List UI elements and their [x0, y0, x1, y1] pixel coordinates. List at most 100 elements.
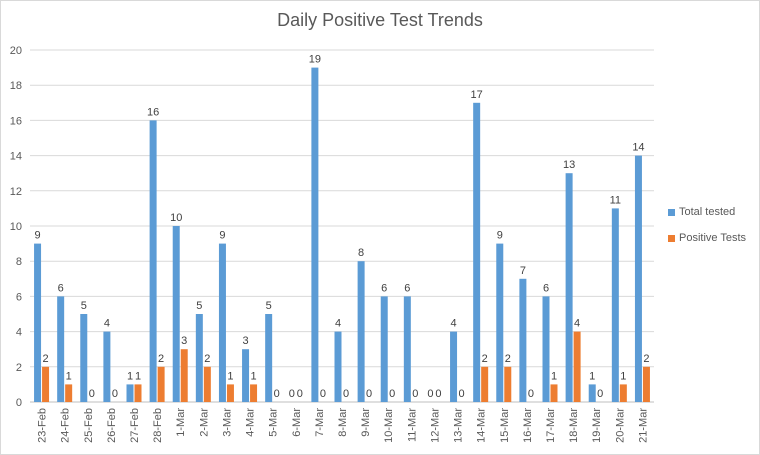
x-tick-label: 25-Feb — [83, 408, 95, 443]
data-label: 0 — [435, 388, 441, 400]
x-tick-label: 14-Mar — [476, 408, 488, 443]
data-label: 0 — [597, 388, 603, 400]
bar — [642, 366, 650, 402]
x-tick-label: 8-Mar — [337, 408, 349, 437]
data-label: 2 — [158, 353, 164, 365]
y-tick-label: 14 — [10, 151, 22, 163]
x-tick-label: 18-Mar — [568, 408, 580, 443]
bar — [42, 366, 50, 402]
x-tick-label: 21-Mar — [637, 408, 649, 443]
y-tick-label: 8 — [16, 256, 22, 268]
data-label: 1 — [589, 370, 595, 382]
bar — [496, 243, 504, 402]
bar — [380, 296, 388, 402]
data-label: 1 — [127, 370, 133, 382]
x-tick-label: 27-Feb — [129, 408, 141, 443]
bar — [311, 67, 319, 402]
data-label: 13 — [563, 159, 575, 171]
x-tick-label: 10-Mar — [383, 408, 395, 443]
bar — [542, 296, 550, 402]
x-tick-label: 28-Feb — [152, 408, 164, 443]
bar — [34, 243, 42, 402]
y-tick-label: 0 — [16, 397, 22, 409]
data-label: 3 — [181, 335, 187, 347]
data-label: 1 — [135, 370, 141, 382]
data-label: 2 — [643, 353, 649, 365]
bar — [334, 331, 342, 402]
data-label: 6 — [58, 282, 64, 294]
data-label: 8 — [358, 247, 364, 259]
data-label: 1 — [620, 370, 626, 382]
data-label: 11 — [610, 194, 621, 206]
x-tick-label: 3-Mar — [221, 408, 233, 437]
bar — [357, 261, 365, 402]
data-label: 1 — [66, 370, 72, 382]
x-tick-label: 6-Mar — [291, 408, 303, 437]
bar — [180, 349, 188, 402]
bar — [103, 331, 111, 402]
data-label: 6 — [381, 282, 387, 294]
data-label: 2 — [482, 353, 488, 365]
bar — [481, 366, 489, 402]
data-label: 3 — [242, 335, 248, 347]
bar — [265, 314, 273, 402]
data-label: 9 — [219, 230, 225, 242]
bar — [519, 278, 527, 402]
x-tick-label: 4-Mar — [245, 408, 257, 437]
data-label: 0 — [389, 388, 395, 400]
y-tick-label: 2 — [16, 362, 22, 374]
y-tick-label: 10 — [10, 221, 22, 233]
bar — [450, 331, 458, 402]
y-tick-label: 20 — [10, 45, 22, 57]
bar — [634, 155, 642, 402]
bar — [80, 314, 88, 402]
bar — [588, 384, 596, 402]
legend-label-positive-tests: Positive Tests — [679, 232, 747, 244]
bar — [134, 384, 142, 402]
data-label: 16 — [147, 106, 159, 118]
bar — [565, 173, 573, 402]
data-label: 10 — [170, 212, 182, 224]
x-tick-label: 17-Mar — [545, 408, 557, 443]
bar — [226, 384, 234, 402]
x-tick-label: 20-Mar — [614, 408, 626, 443]
data-label: 19 — [309, 54, 321, 66]
data-label: 0 — [297, 388, 303, 400]
data-label: 9 — [497, 230, 503, 242]
data-label: 0 — [112, 388, 118, 400]
bar — [619, 384, 627, 402]
bar — [218, 243, 226, 402]
data-label: 5 — [196, 300, 202, 312]
data-label: 0 — [427, 388, 433, 400]
data-label: 0 — [528, 388, 534, 400]
data-label: 7 — [520, 265, 526, 277]
data-label: 4 — [104, 318, 110, 330]
data-label: 0 — [320, 388, 326, 400]
x-tick-label: 15-Mar — [499, 408, 511, 443]
data-label: 9 — [34, 230, 40, 242]
bar — [611, 208, 619, 402]
bar — [403, 296, 411, 402]
y-tick-label: 6 — [16, 291, 22, 303]
data-label: 0 — [366, 388, 372, 400]
y-tick-label: 4 — [16, 327, 22, 339]
bar — [504, 366, 512, 402]
x-tick-label: 7-Mar — [314, 408, 326, 437]
data-label: 2 — [204, 353, 210, 365]
data-label: 0 — [89, 388, 95, 400]
x-tick-label: 13-Mar — [453, 408, 465, 443]
x-tick-label: 1-Mar — [175, 408, 187, 437]
data-label: 0 — [412, 388, 418, 400]
legend-label-total-tested: Total tested — [679, 206, 736, 218]
bar — [195, 314, 203, 402]
x-tick-label: 11-Mar — [406, 408, 418, 442]
bar — [203, 366, 211, 402]
legend-swatch-positive-tests — [668, 234, 675, 242]
bar — [57, 296, 65, 402]
data-label: 4 — [450, 318, 456, 330]
bar — [126, 384, 134, 402]
data-label: 0 — [274, 388, 280, 400]
x-tick-label: 2-Mar — [198, 408, 210, 437]
x-tick-label: 24-Feb — [60, 408, 72, 443]
